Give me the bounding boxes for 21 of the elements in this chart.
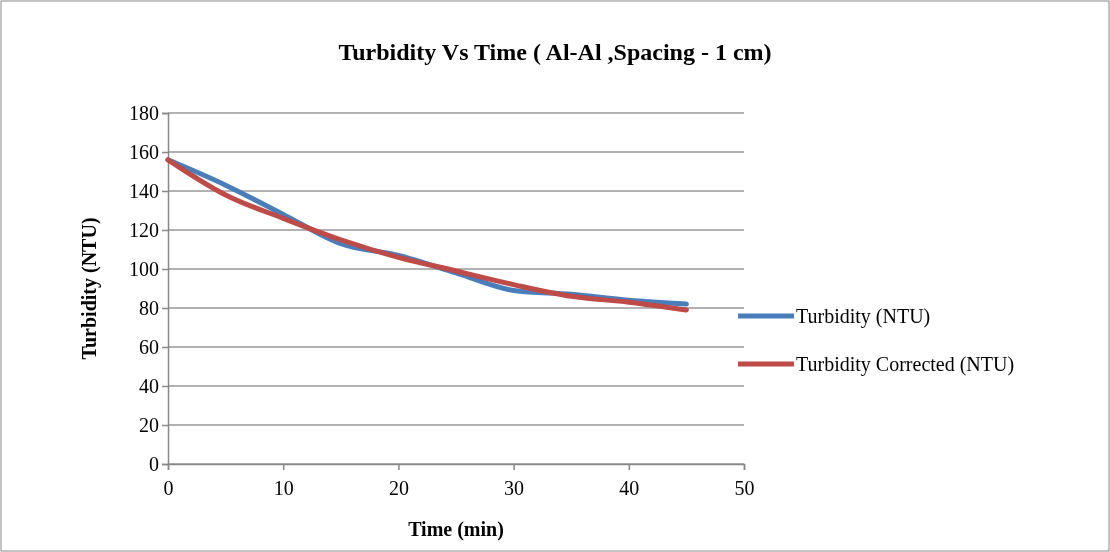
y-tick-label: 60 xyxy=(139,335,159,358)
y-tick-label: 0 xyxy=(149,452,159,475)
y-tick-label: 160 xyxy=(129,140,159,163)
x-tick-label: 50 xyxy=(734,477,755,499)
y-tick-label: 120 xyxy=(129,218,159,241)
x-axis-title: Time (min) xyxy=(408,518,504,541)
x-tick-label: 0 xyxy=(163,477,174,499)
y-tick-label: 100 xyxy=(129,257,159,280)
x-tick-label: 30 xyxy=(504,477,525,499)
legend-label: Turbidity Corrected (NTU) xyxy=(796,353,1015,376)
y-axis-title: Turbidity (NTU) xyxy=(78,217,101,360)
x-tick-label: 20 xyxy=(388,477,409,499)
x-tick-label: 10 xyxy=(273,477,294,499)
y-tick-label: 80 xyxy=(139,296,159,319)
y-tick-label: 40 xyxy=(139,374,159,397)
legend-label: Turbidity (NTU) xyxy=(796,305,931,328)
chart-title: Turbidity Vs Time ( Al-Al ,Spacing - 1 cm) xyxy=(338,39,772,65)
y-tick-label: 140 xyxy=(129,179,159,202)
y-tick-label: 180 xyxy=(129,101,159,124)
x-tick-label: 40 xyxy=(619,477,640,499)
y-tick-label: 20 xyxy=(139,413,159,436)
